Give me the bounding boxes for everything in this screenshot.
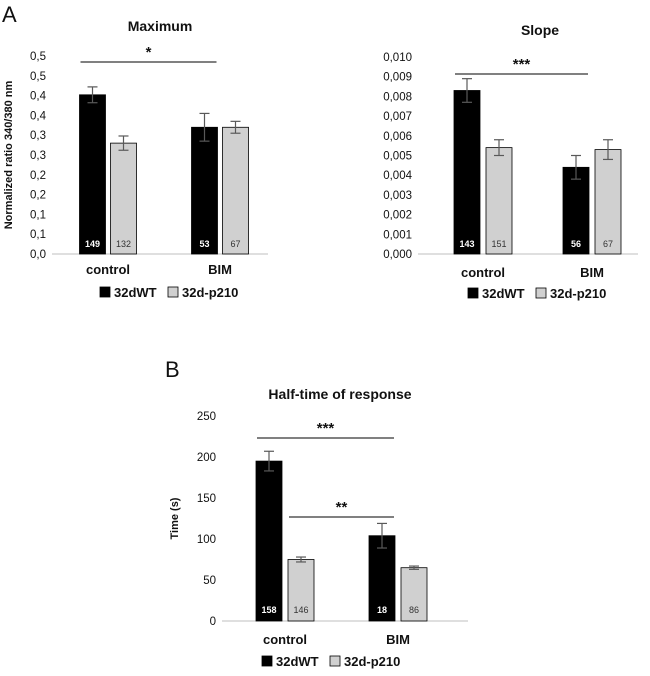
y-tick-label: 150	[197, 493, 216, 505]
legend-swatch	[167, 286, 179, 298]
n-label: 143	[459, 239, 474, 249]
legend-label: 32dWT	[114, 285, 157, 300]
bar	[287, 559, 315, 622]
bar	[400, 567, 428, 622]
legend-swatch	[535, 287, 547, 299]
y-tick-label: 0,2	[30, 190, 46, 202]
n-label: 56	[571, 239, 581, 249]
chart-title: Maximum	[128, 18, 193, 34]
y-tick-label: 0,001	[383, 229, 412, 241]
legend-label: 32dWT	[276, 654, 319, 669]
y-tick-label: 100	[197, 534, 216, 546]
chart-title: Slope	[521, 22, 559, 38]
n-label: 53	[199, 239, 209, 249]
y-tick-label: 0,1	[30, 229, 46, 241]
y-axis-label: Time (s)	[169, 497, 181, 539]
y-tick-label: 0,000	[383, 249, 412, 261]
y-tick-label: 250	[197, 411, 216, 423]
legend-label: 32dWT	[482, 286, 525, 301]
y-tick-label: 0,2	[30, 170, 46, 182]
n-label: 149	[85, 239, 100, 249]
bar	[222, 126, 249, 255]
y-tick-label: 0	[210, 616, 216, 628]
y-tick-label: 0,5	[30, 51, 46, 63]
y-tick-label: 0,007	[383, 111, 412, 123]
n-label: 146	[293, 605, 308, 615]
significance-marker: ***	[513, 56, 531, 73]
y-tick-label: 0,005	[383, 151, 412, 163]
y-tick-label: 0,004	[383, 170, 412, 182]
legend-swatch	[329, 655, 341, 667]
y-tick-label: 0,4	[30, 110, 47, 122]
n-label: 158	[261, 605, 276, 615]
legend-label: 32d-p210	[182, 285, 238, 300]
legend-label: 32d-p210	[550, 286, 606, 301]
bar	[110, 142, 137, 255]
chart-title: Half-time of response	[268, 386, 411, 402]
y-tick-label: 0,003	[383, 190, 412, 202]
n-label: 67	[230, 239, 240, 249]
bar	[562, 166, 590, 255]
y-tick-label: 0,010	[383, 52, 412, 64]
panel-label-a: A	[2, 2, 17, 27]
panel-label-b: B	[165, 357, 180, 382]
bar	[255, 460, 283, 622]
y-tick-label: 0,1	[30, 209, 46, 221]
significance-marker: **	[336, 499, 348, 516]
y-tick-label: 0,0	[30, 249, 46, 261]
y-tick-label: 200	[197, 452, 216, 464]
significance-marker: *	[146, 44, 152, 61]
y-tick-label: 0,008	[383, 91, 412, 103]
x-category-label: control	[263, 632, 307, 647]
n-label: 18	[377, 605, 387, 615]
n-label: 67	[603, 239, 613, 249]
bar	[191, 126, 218, 255]
y-tick-label: 0,3	[30, 150, 46, 162]
y-tick-label: 50	[203, 575, 216, 587]
x-category-label: control	[461, 265, 505, 280]
y-tick-label: 0,3	[30, 130, 46, 142]
x-category-label: control	[86, 262, 130, 277]
n-label: 151	[491, 239, 506, 249]
legend-swatch	[467, 287, 479, 299]
legend-swatch	[261, 655, 273, 667]
legend-label: 32d-p210	[344, 654, 400, 669]
chart-maximum: Maximum 0,0 0,1 0,1 0,2 0,2 0,3 0,3 0,4 0,4 0,5 0,5…	[3, 18, 268, 300]
y-tick-label: 0,009	[383, 72, 412, 84]
y-axis-label: Normalized ratio 340/380 nm	[3, 81, 15, 230]
n-label: 86	[409, 605, 419, 615]
y-tick-label: 0,002	[383, 210, 412, 222]
x-category-label: BIM	[386, 632, 410, 647]
y-tick-label: 0,4	[30, 91, 47, 103]
chart-slope: Slope 0,000 0,001 0,002 0,003 0,004 0,005 0,006…	[383, 22, 638, 301]
x-category-label: BIM	[208, 262, 232, 277]
y-tick-label: 0,5	[30, 71, 46, 83]
bar	[453, 90, 481, 255]
chart-half-time: Half-time of response 0 50 100 150 200 250 Time…	[169, 386, 468, 669]
y-tick-label: 0,006	[383, 131, 412, 143]
significance-marker: ***	[317, 420, 335, 437]
legend-swatch	[99, 286, 111, 298]
n-label: 132	[116, 239, 131, 249]
bar	[79, 94, 106, 255]
x-category-label: BIM	[580, 265, 604, 280]
